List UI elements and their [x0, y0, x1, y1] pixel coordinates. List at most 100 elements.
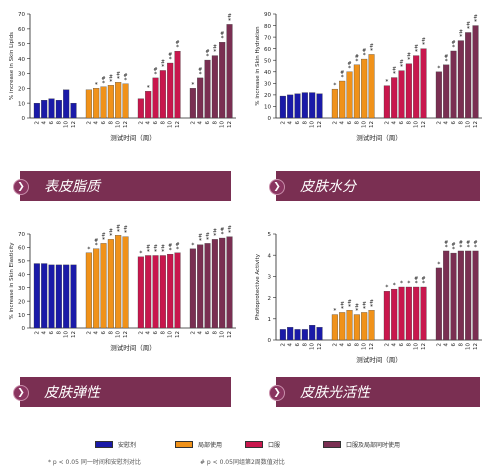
x-tick-label: 6	[205, 121, 211, 125]
significance-mark: #	[459, 240, 463, 246]
y-tick-label: 20	[264, 93, 271, 99]
chart-skin-hydration: 0 10 20 30 40 50 60 70 80 90 % increase in Skin Hy…	[246, 0, 492, 215]
x-tick-label: 2	[86, 331, 92, 335]
x-tick-label: 2	[34, 121, 40, 125]
x-tick-label: 12	[175, 331, 181, 338]
significance-mark: #	[444, 240, 448, 246]
y-tick-label: 50	[264, 58, 271, 64]
significance-mark: *	[124, 77, 127, 84]
significance-mark: #	[347, 299, 351, 305]
y-tick-label: 20	[18, 86, 25, 92]
bar-combined-week-12	[226, 236, 233, 329]
x-tick-label: 2	[332, 121, 338, 125]
x-tick-label: 8	[56, 331, 62, 335]
x-axis-label: 测试时间（周）	[356, 133, 402, 142]
significance-mark: #	[421, 38, 425, 44]
bar-oral-week-8	[405, 63, 412, 119]
significance-mark: *	[176, 246, 179, 253]
banner-skin-lipids: ❯ 表皮脂质	[13, 171, 231, 201]
legend-label: 局部使用	[198, 442, 223, 449]
significance-mark: *	[109, 232, 112, 239]
bar-oral-week-6	[152, 255, 159, 329]
x-tick-label: 2	[190, 121, 196, 125]
x-tick-label: 6	[153, 121, 159, 125]
x-tick-label: 6	[451, 121, 457, 125]
y-tick-label: 30	[18, 286, 25, 292]
x-tick-label: 8	[458, 343, 464, 347]
bar-combined-week-4	[443, 64, 450, 119]
bar-topical-week-12	[122, 83, 129, 119]
significance-mark: *	[154, 248, 157, 255]
x-tick-label: 12	[317, 121, 323, 128]
x-tick-label: 6	[205, 331, 211, 335]
bar-combined-week-4	[197, 244, 204, 329]
bar-oral-week-10	[413, 286, 420, 341]
x-tick-label: 10	[220, 121, 226, 128]
bar-oral-week-10	[167, 62, 174, 119]
significance-mark: *	[154, 71, 157, 78]
significance-mark: #	[466, 21, 470, 27]
significance-mark: *	[102, 80, 105, 87]
x-tick-label: 6	[347, 121, 353, 125]
x-axis-label: 测试时间（周）	[356, 355, 402, 364]
y-tick-label: 50	[18, 42, 25, 48]
bar-placebo-week-12	[316, 93, 323, 119]
significance-mark: #	[459, 30, 463, 36]
significance-mark: *	[161, 63, 164, 70]
bar-combined-week-12	[226, 24, 233, 119]
bar-placebo-week-8	[55, 100, 62, 119]
significance-mark: *	[341, 305, 344, 312]
significance-mark: #	[355, 54, 359, 60]
significance-mark: *	[102, 236, 105, 243]
bar-combined-week-6	[450, 252, 457, 341]
significance-mark: #	[414, 276, 418, 282]
x-tick-label: 12	[227, 331, 233, 338]
significance-mark: *	[228, 17, 231, 24]
significance-mark: #	[175, 242, 179, 248]
bar-topical-week-6	[346, 310, 353, 341]
bar-combined-week-4	[197, 77, 204, 119]
banner-title: 皮肤水分	[300, 179, 356, 195]
legend-item-oral: 口服	[245, 440, 280, 449]
legend-label: 口服	[268, 442, 281, 449]
significance-mark: *	[467, 244, 470, 251]
x-tick-label: 4	[198, 121, 204, 125]
y-tick-label: 70	[264, 35, 271, 41]
bar-topical-week-12	[368, 54, 375, 119]
y-tick-label: 0	[22, 116, 26, 122]
y-tick-label: 10	[264, 105, 271, 111]
y-tick-label: 80	[264, 24, 271, 30]
significance-mark: #	[123, 73, 127, 79]
significance-mark: #	[340, 70, 344, 76]
x-tick-label: 6	[347, 343, 353, 347]
bar-combined-week-2	[435, 267, 442, 341]
chart-skin-hydration-svg: 0 10 20 30 40 50 60 70 80 90 % increase in Skin Hy…	[255, 12, 482, 142]
x-tick-label: 12	[421, 343, 427, 350]
significance-mark: *	[139, 250, 142, 257]
bar-topical-week-2	[85, 89, 92, 119]
significance-mark: #	[362, 48, 366, 54]
significance-mark: #	[94, 238, 98, 244]
bar-topical-week-6	[100, 86, 107, 119]
x-tick-label: 8	[212, 121, 218, 125]
bar-oral-week-2	[137, 256, 144, 329]
significance-mark: *	[422, 42, 425, 49]
significance-mark: *	[333, 308, 336, 315]
significance-mark: *	[117, 75, 120, 82]
x-tick-label: 8	[212, 331, 218, 335]
bar-combined-week-6	[204, 243, 211, 329]
bar-placebo-week-4	[41, 263, 48, 329]
y-tick-label: 50	[18, 259, 25, 265]
bar-combined-week-12	[472, 25, 479, 119]
bar-oral-week-8	[405, 286, 412, 341]
bar-placebo-week-6	[48, 98, 55, 119]
bar-topical-week-12	[368, 310, 375, 341]
x-tick-label: 8	[354, 343, 360, 347]
bar-oral-week-8	[159, 70, 166, 119]
significance-mark: #	[473, 15, 477, 21]
bar-oral-week-4	[145, 255, 152, 329]
significance-mark: #	[451, 40, 455, 46]
arrow-right-icon: ❯	[269, 179, 285, 195]
significance-mark: #	[175, 40, 179, 46]
bar-oral-week-2	[383, 85, 390, 119]
